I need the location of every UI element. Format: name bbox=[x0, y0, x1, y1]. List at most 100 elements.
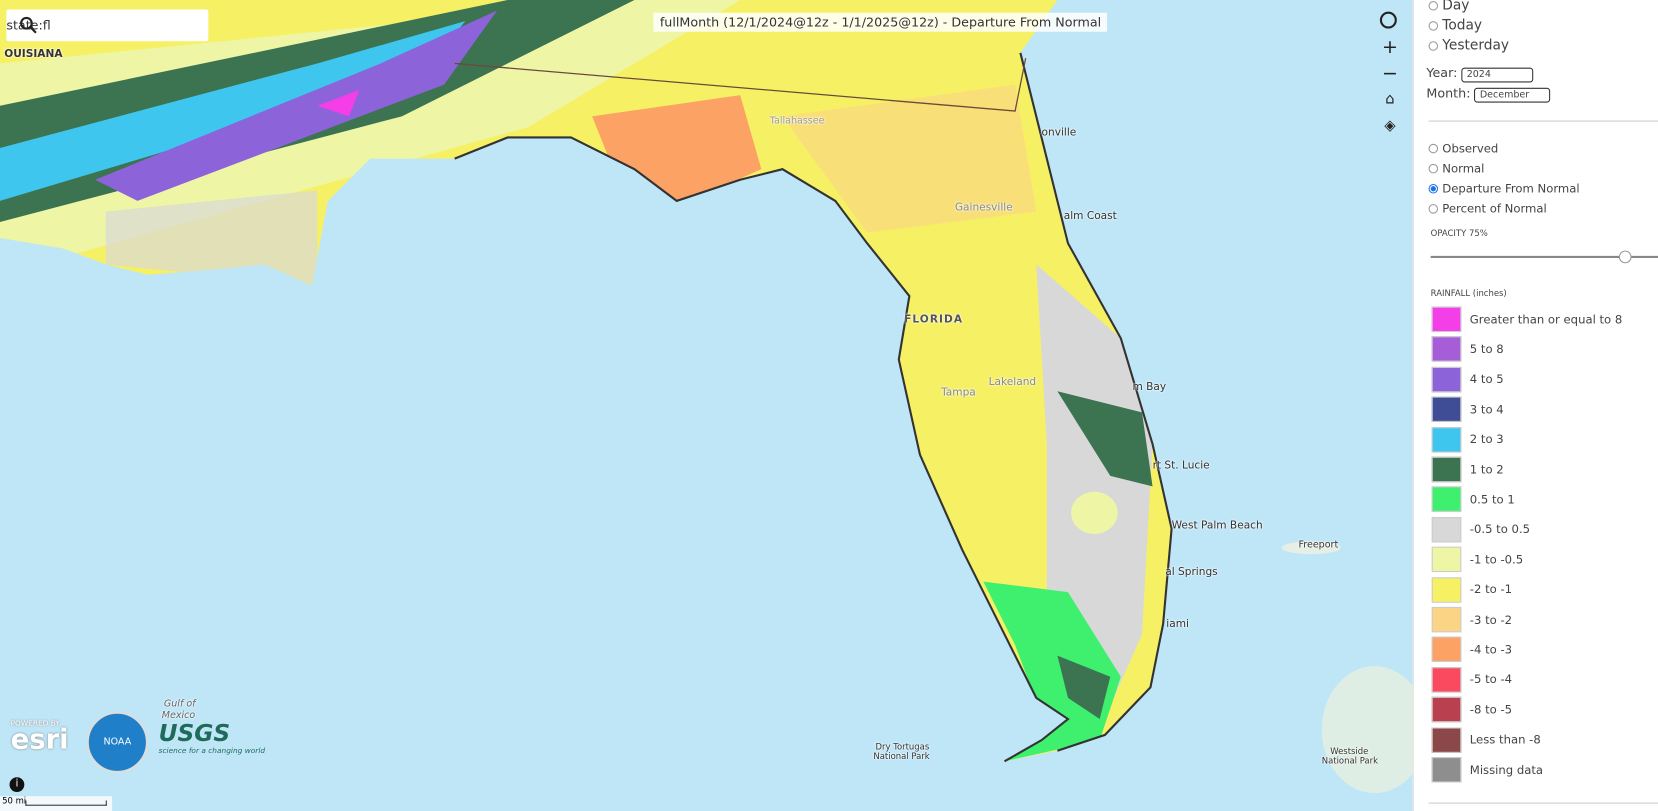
map-label: Freeport bbox=[1298, 540, 1339, 551]
legend-title: RAINFALL (inches) bbox=[1430, 288, 1507, 299]
search-query: state:fl bbox=[6, 17, 51, 33]
legend-item: -1 to -0.5 bbox=[1431, 546, 1524, 573]
legend-label: 3 to 4 bbox=[1469, 402, 1504, 417]
map-label: al Springs bbox=[1165, 566, 1218, 579]
radio-label: Yesterday bbox=[1442, 38, 1510, 54]
period-radio[interactable]: Yesterday bbox=[1428, 38, 1510, 54]
map-label: Mexico bbox=[161, 710, 196, 722]
esri-text: esri bbox=[10, 724, 69, 757]
legend-swatch bbox=[1431, 576, 1462, 603]
radio-dot bbox=[1428, 143, 1439, 154]
map-label: m Bay bbox=[1132, 381, 1167, 394]
map-label: Gainesville bbox=[954, 201, 1013, 214]
legend-label: -0.5 to 0.5 bbox=[1469, 522, 1531, 537]
legend-item: -5 to -4 bbox=[1431, 667, 1512, 693]
radio-dot bbox=[1428, 21, 1439, 31]
map-label: onville bbox=[1041, 126, 1077, 139]
opacity-slider[interactable] bbox=[1430, 255, 1658, 259]
month-select[interactable]: December bbox=[1474, 87, 1551, 103]
search-icon bbox=[20, 16, 37, 34]
legend-item: 2 to 3 bbox=[1431, 426, 1504, 453]
year-row: Year: 2024 bbox=[1426, 65, 1534, 83]
radio-label: Percent of Normal bbox=[1442, 201, 1547, 216]
radio-dot bbox=[1428, 204, 1439, 214]
map-label: Westside bbox=[1330, 746, 1369, 757]
legend-label: Missing data bbox=[1469, 762, 1544, 777]
opacity-thumb[interactable] bbox=[1618, 250, 1632, 264]
legend-item: -4 to -3 bbox=[1431, 636, 1513, 663]
period-radio[interactable]: Day bbox=[1428, 0, 1470, 14]
info-button[interactable]: i bbox=[9, 777, 25, 792]
legend-label: -1 to -0.5 bbox=[1469, 552, 1524, 567]
radio-dot bbox=[1428, 183, 1439, 194]
legend-swatch bbox=[1431, 546, 1462, 573]
zoom-out[interactable]: − bbox=[1381, 61, 1398, 85]
legend-label: 5 to 8 bbox=[1469, 342, 1504, 357]
legend-label: -8 to -5 bbox=[1469, 702, 1513, 717]
locate-button[interactable] bbox=[1377, 8, 1403, 31]
map-label: Tallahassee bbox=[769, 116, 825, 127]
noaa-logo: NOAA bbox=[86, 711, 149, 773]
radio-label: Day bbox=[1442, 0, 1470, 14]
legend-item: Less than -8 bbox=[1431, 727, 1541, 753]
mode-radio[interactable]: Departure From Normal bbox=[1428, 181, 1580, 196]
map-title: fullMonth (12/1/2024@12z - 1/1/2025@12z)… bbox=[653, 12, 1108, 32]
legend-item: -2 to -1 bbox=[1431, 576, 1512, 603]
map-label: rt St. Lucie bbox=[1152, 459, 1210, 472]
legend-swatch bbox=[1431, 516, 1462, 543]
usgs-tagline: science for a changing world bbox=[158, 746, 266, 755]
legend-swatch bbox=[1431, 606, 1462, 633]
legend-item: Greater than or equal to 8 bbox=[1431, 306, 1623, 333]
legend-label: -3 to -2 bbox=[1469, 612, 1513, 627]
locate-icon bbox=[1379, 11, 1397, 29]
divider bbox=[1428, 120, 1658, 122]
opacity-label: OPACITY 75% bbox=[1430, 228, 1488, 238]
legend-label: 2 to 3 bbox=[1469, 432, 1504, 447]
map-label: OUISIANA bbox=[4, 48, 63, 61]
legend-item: Missing data bbox=[1431, 757, 1544, 783]
map-label: alm Coast bbox=[1063, 210, 1117, 223]
radio-dot bbox=[1428, 163, 1439, 174]
side-panel: Day Today Yesterday Year: 2024 Month: Dece… bbox=[1412, 0, 1658, 811]
legend-label: 1 to 2 bbox=[1469, 462, 1504, 477]
legend-swatch bbox=[1431, 336, 1462, 363]
legend-label: Greater than or equal to 8 bbox=[1469, 312, 1623, 327]
state-border bbox=[454, 58, 1027, 112]
radio-label: Departure From Normal bbox=[1442, 181, 1580, 196]
scale-bar: 50 mi bbox=[0, 796, 113, 811]
legend-label: -4 to -3 bbox=[1469, 642, 1513, 657]
usgs-logo: USGS science for a changing world bbox=[159, 723, 266, 755]
legend-label: Less than -8 bbox=[1469, 732, 1541, 747]
rainfall-layer bbox=[0, 0, 1172, 762]
year-label: Year: bbox=[1426, 65, 1458, 81]
map-canvas bbox=[0, 0, 1413, 794]
legend-item: 4 to 5 bbox=[1431, 366, 1504, 393]
map-label: FLORIDA bbox=[904, 314, 964, 326]
legend-swatch bbox=[1431, 727, 1462, 753]
map-label: iami bbox=[1166, 618, 1189, 631]
legend-item: 5 to 8 bbox=[1431, 336, 1504, 363]
radio-label: Normal bbox=[1442, 161, 1485, 176]
mode-radio[interactable]: Observed bbox=[1428, 142, 1498, 155]
legend-item: 3 to 4 bbox=[1431, 396, 1504, 423]
mode-radio[interactable]: Normal bbox=[1428, 161, 1485, 176]
year-select[interactable]: 2024 bbox=[1461, 67, 1534, 83]
map-label: Lakeland bbox=[988, 376, 1037, 389]
layers-button[interactable]: ◈ bbox=[1384, 117, 1396, 135]
legend-label: 0.5 to 1 bbox=[1469, 492, 1515, 507]
map-label: Gulf of bbox=[163, 698, 196, 710]
bahamas-land bbox=[1321, 666, 1413, 794]
legend-item: -8 to -5 bbox=[1431, 697, 1513, 723]
home-button[interactable]: ⌂ bbox=[1385, 90, 1395, 108]
legend-swatch bbox=[1431, 636, 1462, 663]
map-label: National Park bbox=[873, 751, 930, 762]
map[interactable]: OUISIANA onville alm Coast Gainesville F… bbox=[0, 0, 1413, 811]
legend-label: 4 to 5 bbox=[1469, 372, 1504, 387]
mode-radio[interactable]: Percent of Normal bbox=[1428, 201, 1547, 216]
period-radio[interactable]: Today bbox=[1428, 18, 1482, 34]
search-box[interactable]: state:fl bbox=[6, 9, 209, 42]
grand-bahama bbox=[1281, 541, 1341, 555]
zoom-in[interactable]: + bbox=[1381, 35, 1398, 58]
usgs-text: USGS bbox=[158, 721, 231, 748]
